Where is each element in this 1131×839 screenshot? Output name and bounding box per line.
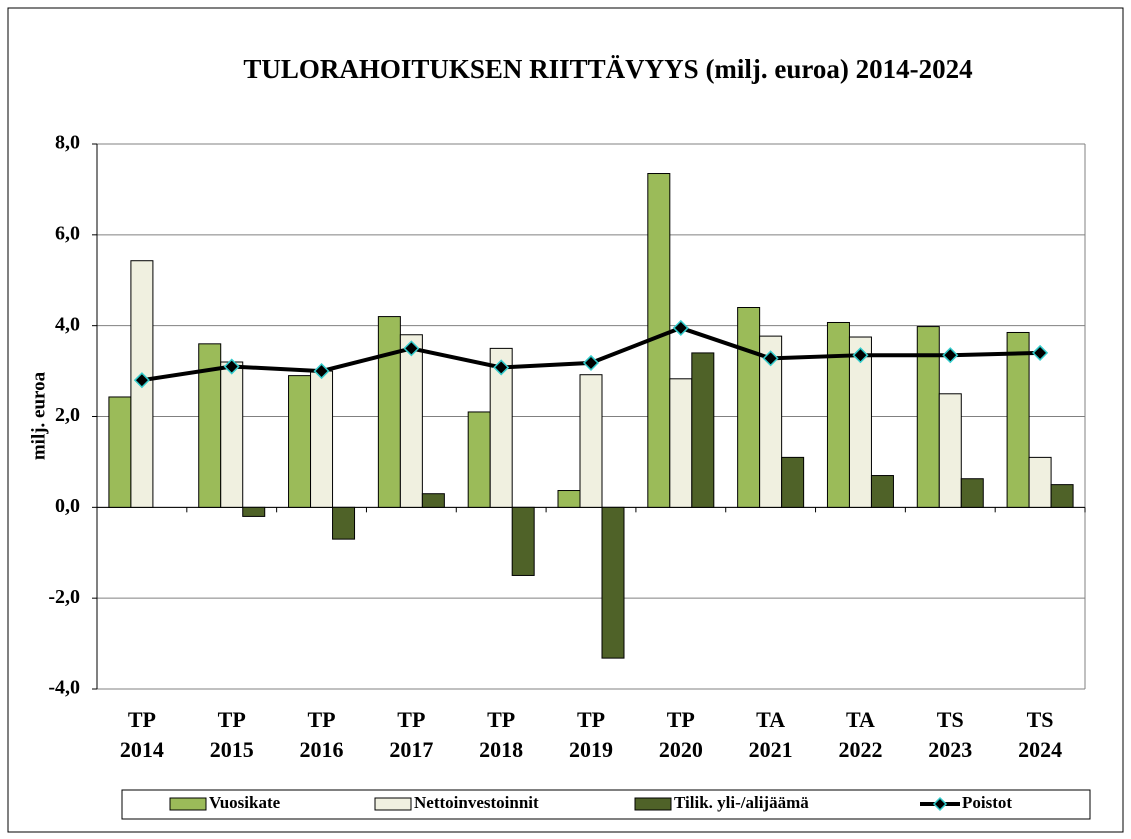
x-tick-label: TP 2020 — [659, 707, 703, 762]
bar — [511, 506, 535, 576]
bar — [759, 335, 783, 508]
legend-swatch — [169, 797, 207, 811]
legend-swatch — [932, 796, 948, 812]
bar — [377, 316, 401, 508]
x-tick-label: TS 2024 — [1018, 707, 1062, 762]
x-tick-label: TP 2019 — [569, 707, 613, 762]
x-tick-label: TP 2016 — [300, 707, 344, 762]
bar — [781, 456, 805, 508]
bar — [1050, 484, 1074, 508]
bar — [108, 396, 132, 508]
legend-swatch — [634, 797, 672, 811]
bar — [870, 475, 894, 508]
bar — [242, 506, 266, 517]
bar — [669, 378, 693, 508]
bar — [579, 374, 603, 508]
line-marker — [223, 358, 240, 375]
bar — [737, 307, 761, 508]
line-marker — [852, 347, 869, 364]
chart-title: TULORAHOITUKSEN RIITTÄVYYS (milj. euroa)… — [243, 54, 972, 84]
y-tick-label: 6,0 — [55, 222, 80, 244]
x-tick-label: TP 2015 — [210, 707, 254, 762]
bar — [288, 375, 312, 508]
line-marker — [942, 347, 959, 364]
y-tick-label: -2,0 — [48, 586, 80, 608]
line-marker — [403, 340, 420, 357]
bar — [421, 493, 445, 508]
line-marker — [493, 359, 510, 376]
y-axis-label: milj. euroa — [28, 371, 49, 460]
legend-label: Poistot — [962, 793, 1012, 812]
x-tick-label: TP 2014 — [120, 707, 164, 762]
y-tick-label: -4,0 — [48, 677, 80, 699]
bar — [489, 347, 513, 508]
line-marker — [672, 319, 689, 336]
bar — [691, 352, 715, 508]
bar — [848, 336, 872, 508]
line-marker — [133, 372, 150, 389]
y-tick-label: 0,0 — [55, 495, 80, 517]
x-tick-label: TA 2021 — [749, 707, 793, 762]
x-tick-label: TA 2022 — [838, 707, 882, 762]
y-tick-label: 2,0 — [55, 404, 80, 426]
bar — [332, 506, 356, 540]
line-marker — [762, 350, 779, 367]
line-marker — [582, 354, 600, 371]
x-tick-label: TS 2023 — [928, 707, 972, 762]
bar — [960, 478, 984, 508]
legend-label: Vuosikate — [209, 793, 281, 812]
bar — [220, 361, 244, 508]
bar — [1006, 331, 1030, 508]
line-marker — [313, 363, 330, 380]
y-tick-label: 4,0 — [55, 313, 80, 335]
bar — [601, 506, 625, 659]
legend-label: Nettoinvestoinnit — [414, 793, 539, 812]
legend-swatch — [374, 797, 412, 811]
x-tick-label: TP 2017 — [389, 707, 433, 762]
bar — [467, 411, 491, 508]
bar — [938, 393, 962, 508]
line-marker — [1032, 344, 1049, 361]
x-tick-label: TP 2018 — [479, 707, 523, 762]
legend-label: Tilik. yli-/alijäämä — [674, 793, 809, 812]
bar — [399, 334, 423, 508]
bar — [310, 370, 334, 508]
bar — [557, 490, 581, 508]
bar — [1028, 456, 1052, 508]
bar — [826, 321, 850, 508]
y-tick-label: 8,0 — [55, 132, 80, 154]
